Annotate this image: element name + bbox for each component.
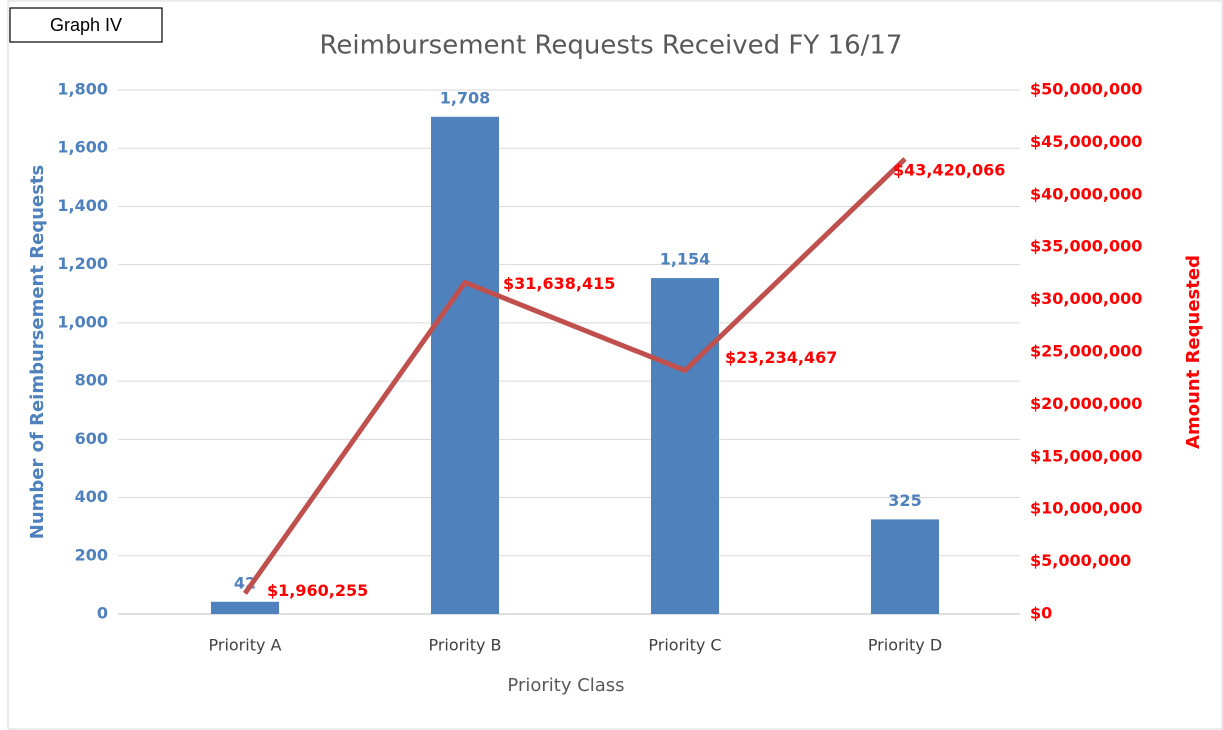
line [242,157,907,595]
y-tick-label: 600 [75,429,108,448]
y2-tick-label: $40,000,000 [1030,184,1142,203]
bar-value-label: 1,708 [440,88,491,107]
y-axis-title: Number of Reimbursement Requests [27,165,48,539]
line-value-label: $31,638,415 [503,274,615,293]
y-tick-label: 0 [97,604,108,623]
x-tick-label: Priority C [648,636,721,655]
line-value-label: $1,960,255 [267,581,368,600]
x-tick-label: Priority B [428,636,501,655]
graph-label: Graph IV [50,15,122,35]
chart-title: Reimbursement Requests Received FY 16/17 [320,31,903,61]
chart-border [7,0,1223,730]
y2-tick-label: $10,000,000 [1030,499,1142,518]
y-tick-label: 1,600 [57,138,108,157]
bar-value-label: 1,154 [660,250,711,269]
line-value-label: $43,420,066 [893,160,1005,179]
bar [211,601,279,614]
y-tick-label: 1,200 [57,254,108,273]
y2-tick-label: $0 [1030,604,1052,623]
y2-tick-label: $45,000,000 [1030,132,1142,151]
y-tick-label: 1,400 [57,196,108,215]
bar [651,278,719,614]
y2-tick-label: $15,000,000 [1030,446,1142,465]
bar [431,116,499,614]
y2-tick-label: $20,000,000 [1030,394,1142,413]
graph-label-box [9,7,163,43]
y2-axis-title: Amount Requested [1183,255,1204,449]
x-tick-label: Priority A [209,636,282,655]
x-axis-title: Priority Class [507,675,624,696]
y-tick-label: 1,800 [57,80,108,99]
y2-tick-label: $50,000,000 [1030,80,1142,99]
x-tick-label: Priority D [868,636,942,655]
y2-tick-label: $30,000,000 [1030,289,1142,308]
y-tick-label: 800 [75,371,108,390]
bar-value-label: 325 [888,491,921,510]
y-tick-label: 400 [75,487,108,506]
y2-tick-label: $25,000,000 [1030,342,1142,361]
line-value-label: $23,234,467 [725,348,837,367]
y2-tick-label: $5,000,000 [1030,551,1131,570]
y-tick-label: 1,000 [57,312,108,331]
bar [871,519,939,614]
y-tick-label: 200 [75,545,108,564]
y2-tick-label: $35,000,000 [1030,237,1142,256]
